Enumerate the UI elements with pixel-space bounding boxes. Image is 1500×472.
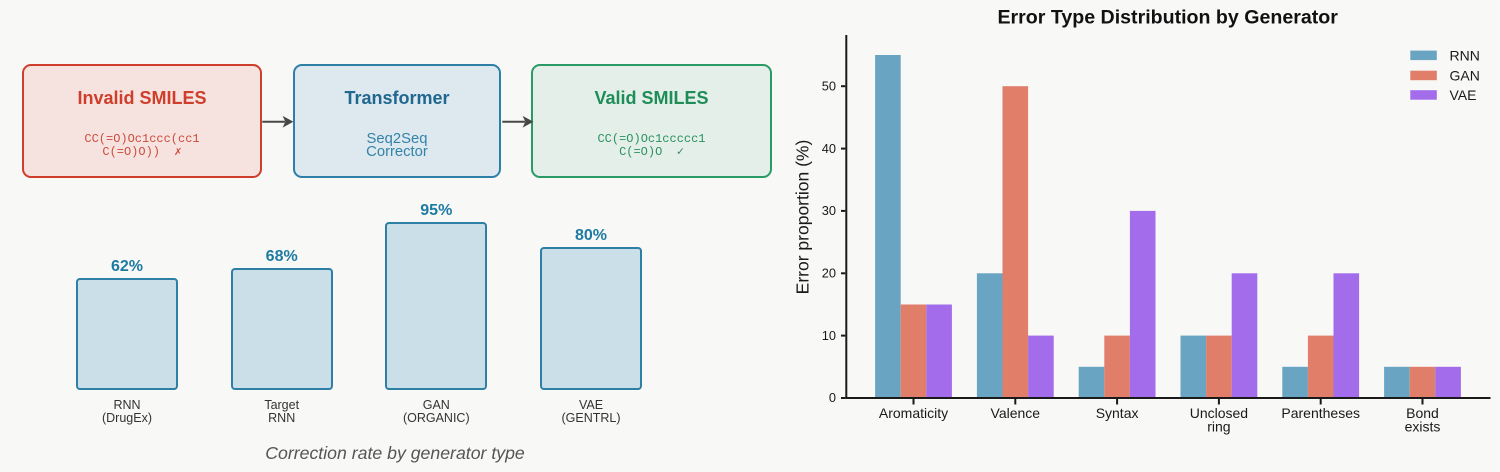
svg-text:Bond: Bond <box>1406 405 1439 421</box>
svg-text:20: 20 <box>822 266 836 281</box>
svg-text:Aromaticity: Aromaticity <box>879 405 948 421</box>
svg-text:Syntax: Syntax <box>1096 405 1139 421</box>
svg-text:exists: exists <box>1405 418 1441 434</box>
svg-text:0: 0 <box>829 390 836 405</box>
svg-text:VAE: VAE <box>1450 87 1477 103</box>
svg-text:Error proportion (%): Error proportion (%) <box>793 140 813 295</box>
svg-text:30: 30 <box>822 203 836 218</box>
svg-text:Valence: Valence <box>991 405 1041 421</box>
svg-text:Error Type Distribution by Gen: Error Type Distribution by Generator <box>997 7 1338 29</box>
svg-text:Unclosed: Unclosed <box>1190 405 1248 421</box>
svg-text:GAN: GAN <box>1450 68 1480 84</box>
svg-text:10: 10 <box>822 328 836 343</box>
svg-text:RNN: RNN <box>1450 48 1480 64</box>
svg-text:ring: ring <box>1207 418 1230 434</box>
svg-text:40: 40 <box>822 141 836 156</box>
svg-text:50: 50 <box>822 78 836 93</box>
svg-text:Parentheses: Parentheses <box>1281 405 1360 421</box>
